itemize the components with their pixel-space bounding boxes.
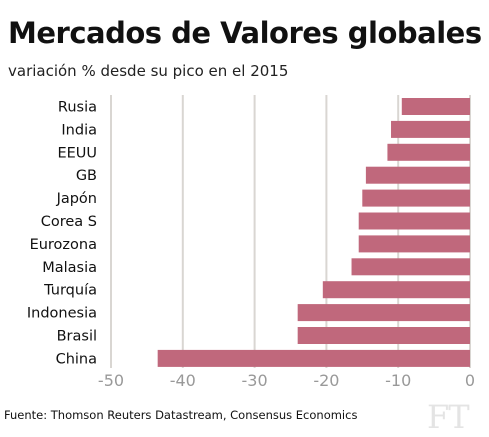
bar: [401, 98, 470, 115]
bar: [362, 189, 470, 207]
bar: [365, 166, 470, 184]
bar: [322, 281, 470, 299]
bar: [358, 212, 470, 230]
bar: [297, 304, 470, 322]
ft-logo: FT: [427, 398, 470, 436]
x-tick-label: -50: [98, 371, 124, 390]
category-label: China: [56, 351, 97, 367]
x-tick-label: 0: [465, 371, 475, 390]
category-label: Indonesia: [27, 306, 97, 322]
category-label: Eurozona: [30, 237, 97, 253]
bar: [387, 143, 470, 161]
bar: [297, 327, 470, 344]
category-label: India: [61, 122, 97, 138]
category-label: Corea S: [41, 214, 97, 230]
x-tick-label: -20: [313, 371, 339, 390]
bar: [351, 258, 470, 276]
bar: [358, 235, 470, 253]
chart-title: Mercados de Valores globales: [8, 16, 482, 50]
chart-subtitle: variación % desde su pico en el 2015: [8, 62, 289, 80]
category-label: Rusia: [58, 100, 97, 116]
category-label: Malasia: [42, 260, 97, 276]
bar: [157, 349, 471, 367]
category-label: GB: [76, 168, 97, 184]
bar: [391, 120, 470, 138]
x-tick-label: -10: [385, 371, 411, 390]
category-label: EEUU: [57, 145, 97, 161]
category-label: Japón: [56, 191, 97, 207]
category-label: Turquía: [43, 283, 97, 299]
source-note: Fuente: Thomson Reuters Datastream, Cons…: [4, 408, 358, 422]
x-tick-label: -30: [242, 371, 268, 390]
x-tick-label: -40: [170, 371, 196, 390]
category-label: Brasil: [57, 329, 97, 345]
